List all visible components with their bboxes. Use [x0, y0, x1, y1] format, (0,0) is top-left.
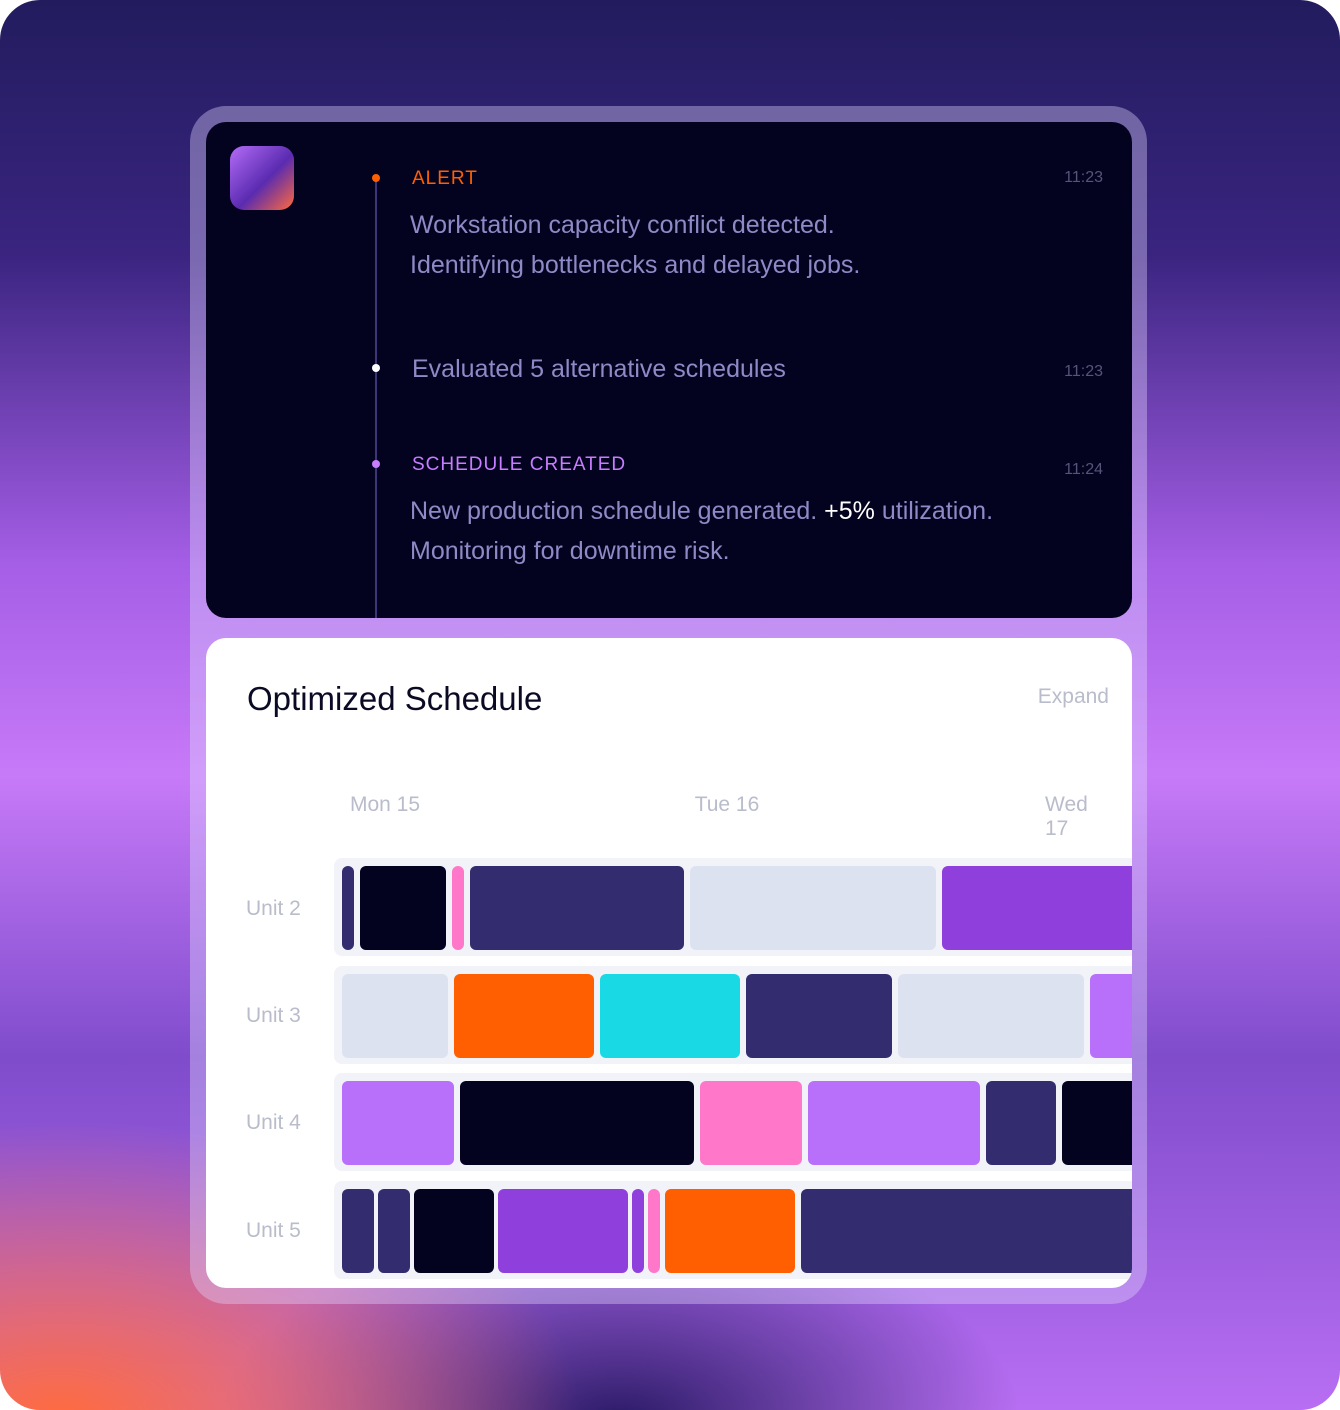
text: utilization. [874, 497, 994, 525]
job-block [808, 1081, 980, 1165]
text: Workstation capacity conflict detected. [410, 211, 835, 239]
text: Monitoring for downtime risk. [410, 537, 730, 565]
highlight: +5% [824, 497, 875, 525]
job-block [648, 1189, 660, 1273]
event-time: 11:24 [1064, 461, 1103, 478]
job-block [342, 866, 354, 950]
schedule-title: Optimized Schedule [247, 680, 543, 717]
line: Monitoring for downtime risk. [410, 531, 993, 571]
activity-panel [206, 122, 1132, 618]
timeline [375, 178, 377, 618]
dot [372, 460, 380, 468]
schedule-panel: Optimized Schedule Expand Mon 15 Tue 16 … [206, 638, 1132, 1288]
job-block [746, 974, 892, 1058]
job-block [460, 1081, 694, 1165]
job-block [470, 866, 684, 950]
day-label: Wed 17 [1045, 793, 1088, 840]
job-block [1090, 974, 1132, 1058]
job-block [632, 1189, 644, 1273]
dot [372, 364, 380, 372]
job-block [360, 866, 446, 950]
job-block [600, 974, 740, 1058]
line: Identifying bottlenecks and delayed jobs… [410, 245, 860, 285]
expand-button[interactable]: Expand [1037, 685, 1109, 708]
job-block [414, 1189, 494, 1273]
job-block [342, 974, 448, 1058]
job-block [665, 1189, 795, 1273]
app-icon [230, 146, 294, 210]
job-block [986, 1081, 1056, 1165]
event-time: 11:23 [1064, 169, 1103, 186]
event-text: New production schedule generated. +5% u… [410, 491, 993, 571]
event-label: SCHEDULE CREATED [412, 454, 627, 475]
job-block [700, 1081, 802, 1165]
job-block [452, 866, 464, 950]
line: New production schedule generated. +5% u… [410, 491, 993, 531]
event-text: Evaluated 5 alternative schedules [412, 349, 786, 389]
unit-label: Unit 2 [246, 897, 301, 920]
job-block [801, 1189, 1132, 1273]
job-block [342, 1189, 374, 1273]
unit-label: Unit 4 [246, 1111, 301, 1134]
unit-label: Unit 3 [246, 1004, 301, 1027]
line: Workstation capacity conflict detected. [410, 205, 860, 245]
dot [372, 174, 380, 182]
job-block [942, 866, 1132, 950]
job-block [690, 866, 936, 950]
job-block [1062, 1081, 1132, 1165]
day-label: Tue 16 [694, 793, 760, 816]
text: Identifying bottlenecks and delayed jobs… [410, 251, 861, 279]
unit-label: Unit 5 [246, 1219, 301, 1242]
job-block [378, 1189, 410, 1273]
day-label: Mon 15 [349, 793, 421, 816]
event-label: ALERT [412, 168, 478, 189]
job-block [342, 1081, 454, 1165]
job-block [898, 974, 1084, 1058]
text: New production schedule generated. [410, 497, 825, 525]
job-block [454, 974, 594, 1058]
job-block [498, 1189, 628, 1273]
event-text: Workstation capacity conflict detected. … [410, 205, 860, 285]
text: Evaluated 5 alternative schedules [412, 355, 786, 383]
event-time: 11:23 [1064, 363, 1103, 380]
